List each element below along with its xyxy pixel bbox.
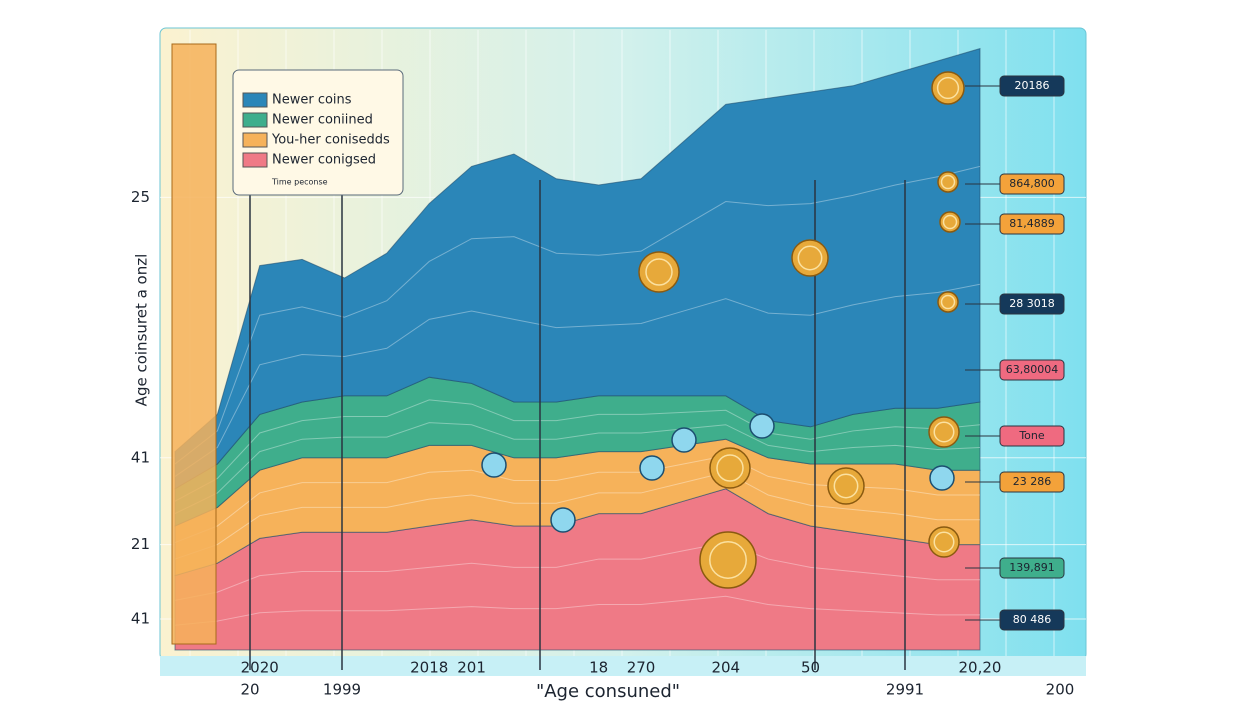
- callout-label: 80 486: [1013, 613, 1052, 626]
- y-tick-label: 41: [131, 448, 150, 466]
- marker: [671, 427, 697, 453]
- callout-box: [999, 75, 1065, 97]
- callout-box: [999, 359, 1065, 381]
- coin-inner: [936, 76, 960, 100]
- x-tick-label: 20,20: [959, 659, 1002, 677]
- coin: [931, 71, 965, 105]
- area-texture: [174, 165, 981, 465]
- coin: [791, 239, 829, 277]
- callout-label: Tone: [1018, 429, 1045, 442]
- x-tick-label: 204: [711, 659, 740, 677]
- x-tick-label: 2018: [410, 659, 448, 677]
- x-tick-label: 2020: [241, 659, 279, 677]
- x-tick-label: 201: [457, 659, 486, 677]
- legend: Newer coins Newer coniined You-her conised…: [232, 69, 404, 196]
- legend-label: You-her conisedds: [271, 133, 390, 148]
- coin: [699, 531, 757, 589]
- marker: [550, 507, 576, 533]
- area-texture: [174, 422, 981, 515]
- x-label-secondary: 20: [240, 681, 259, 699]
- decor-bar: [171, 43, 217, 645]
- y-tick-label: 21: [131, 535, 150, 553]
- callout-box: [999, 609, 1065, 631]
- area-texture: [174, 471, 980, 560]
- legend-note: Time peconse: [271, 178, 328, 187]
- callout-label: 864,800: [1009, 177, 1055, 190]
- callout-label: 23 286: [1013, 475, 1052, 488]
- legend-label: Newer conigsed: [272, 153, 376, 168]
- callout-label: 20186: [1015, 79, 1050, 92]
- y-tick-label: 25: [131, 188, 150, 206]
- coin-inner: [933, 531, 955, 553]
- callout-label: 28 3018: [1009, 297, 1055, 310]
- coin: [928, 416, 960, 448]
- marker: [481, 452, 507, 478]
- callout-label: 139,891: [1009, 561, 1055, 574]
- callout-box: [999, 471, 1065, 493]
- x-label-secondary: 200: [1046, 681, 1075, 699]
- legend-label: Newer coins: [272, 93, 352, 108]
- x-label-secondary: 1999: [323, 681, 361, 699]
- x-tick-label: 50: [801, 659, 820, 677]
- area-texture: [174, 399, 981, 502]
- coin: [827, 467, 865, 505]
- legend-swatch: [242, 152, 268, 168]
- area-texture: [174, 283, 981, 477]
- legend-swatch: [242, 112, 268, 128]
- x-axis-title: "Age consuned": [536, 681, 680, 702]
- marker: [749, 413, 775, 439]
- coin: [709, 447, 751, 489]
- x-axis-strip: [160, 656, 1086, 676]
- x-tick-label: 270: [627, 659, 656, 677]
- legend-swatch: [242, 92, 268, 108]
- coin: [638, 251, 680, 293]
- area-texture: [174, 595, 980, 626]
- x-label-secondary: 2991: [886, 681, 924, 699]
- coin: [928, 526, 960, 558]
- coin-inner: [645, 258, 673, 286]
- coin-inner: [940, 174, 956, 190]
- marker: [929, 465, 955, 491]
- callout-box: [999, 173, 1065, 195]
- area: [174, 47, 981, 490]
- coin-inner: [940, 294, 956, 310]
- coin-inner: [797, 245, 823, 271]
- callout-box: [999, 293, 1065, 315]
- callout-label: 81,4889: [1009, 217, 1055, 230]
- callout-box: [999, 213, 1065, 235]
- coin-inner: [716, 454, 744, 482]
- area-texture: [174, 542, 980, 601]
- x-tick-label: 18: [589, 659, 608, 677]
- coin-inner: [709, 541, 747, 579]
- callout-box: [999, 557, 1065, 579]
- legend-label: Newer coniined: [272, 113, 373, 128]
- callout-label: 63,80004: [1006, 363, 1059, 376]
- callout-box: [999, 425, 1065, 447]
- coin-inner: [942, 214, 958, 230]
- legend-swatch: [242, 132, 268, 148]
- legend-box: [232, 69, 404, 196]
- coin-inner: [933, 421, 955, 443]
- coin-inner: [833, 473, 859, 499]
- marker: [639, 455, 665, 481]
- y-axis-title: Age coinsuret a onzl: [133, 254, 151, 407]
- y-tick-label: 41: [131, 610, 150, 628]
